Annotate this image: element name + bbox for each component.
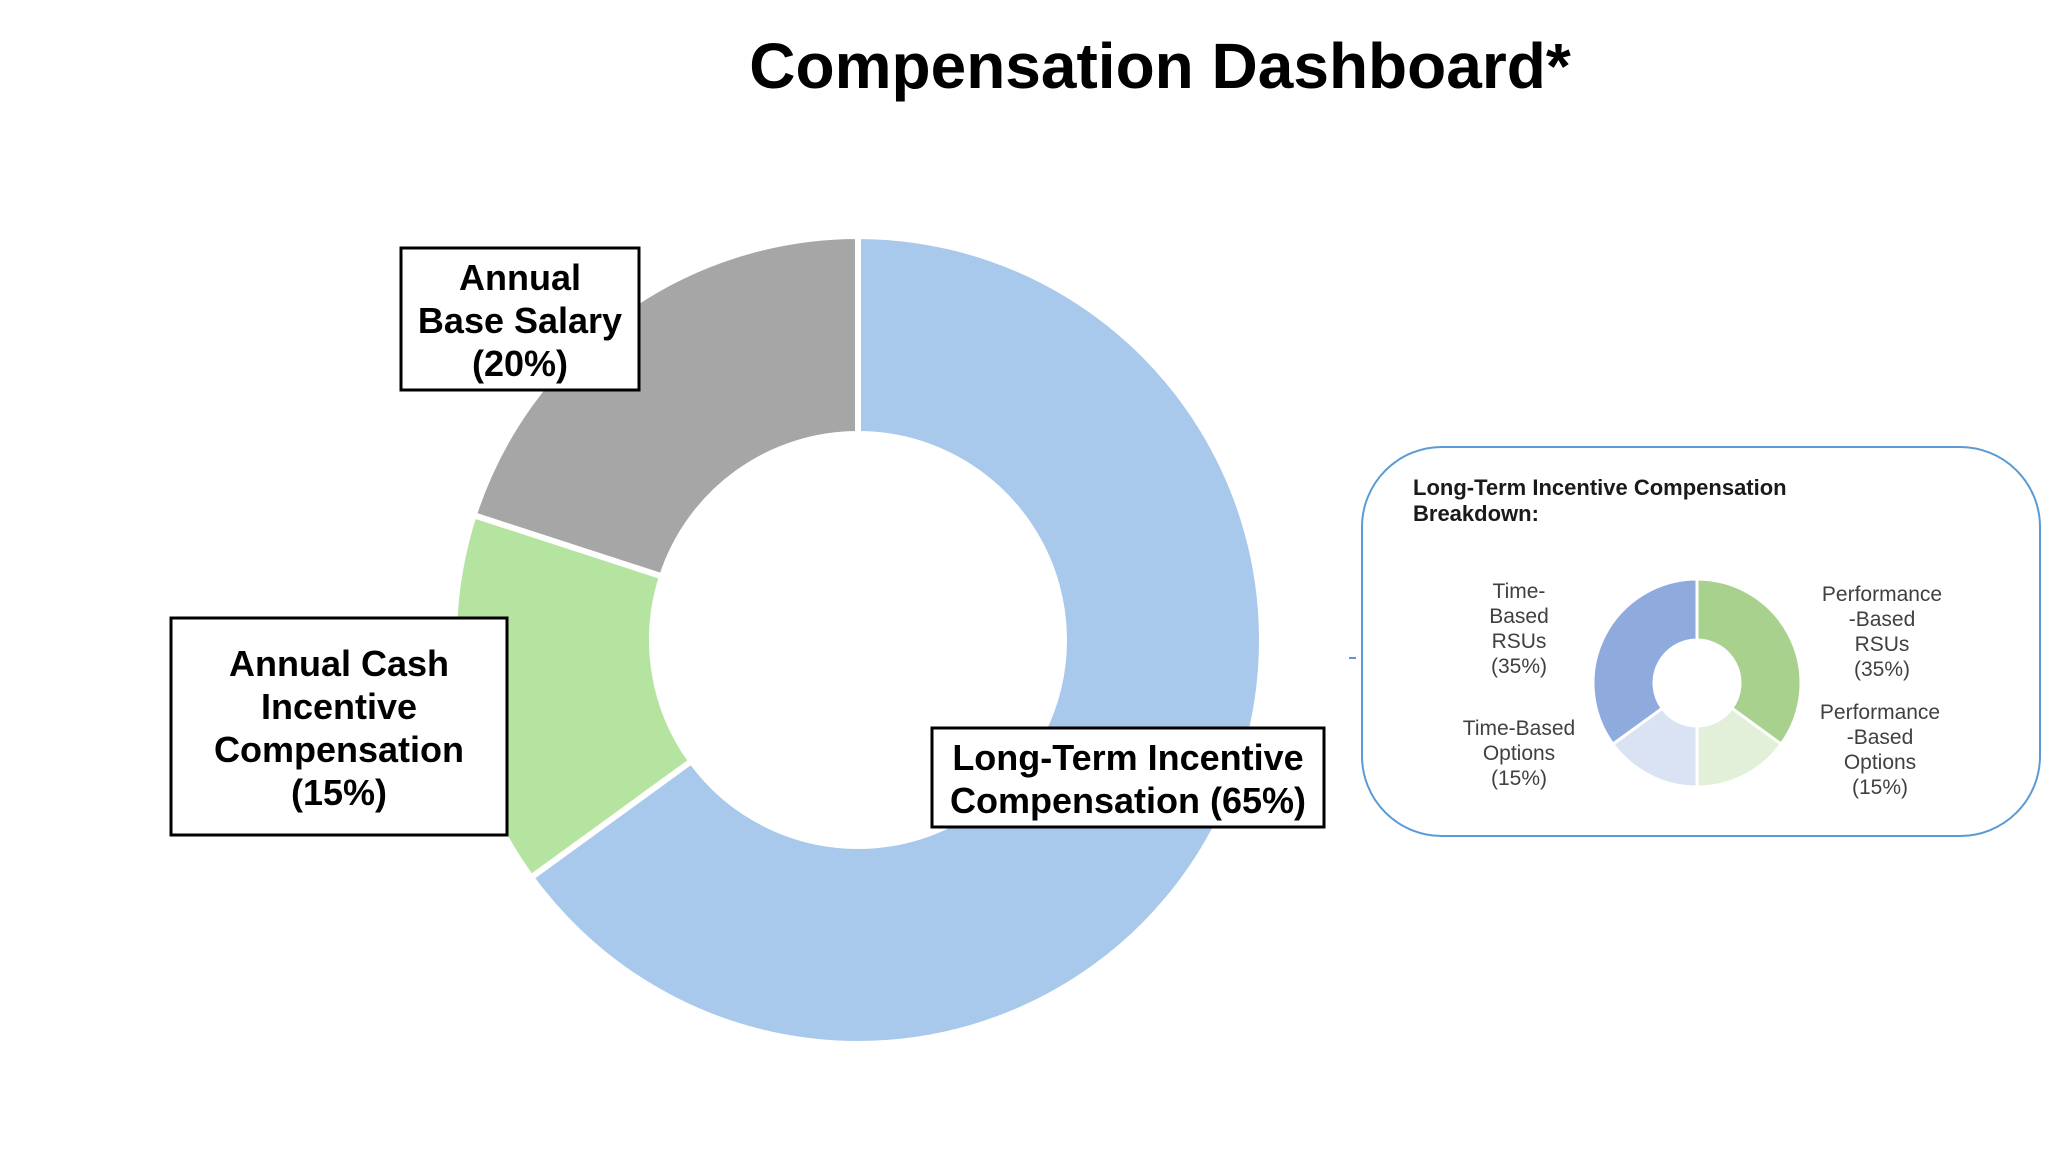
breakdown-slice-label-line: (15%) [1852,776,1908,799]
main-slice-label-line: Base Salary [418,300,622,341]
main-slice-label-line: Incentive [261,686,417,727]
breakdown-slice-label-line: Performance [1820,701,1940,724]
main-slice-label: Annual Base Salary (20%) [418,257,622,384]
main-slice-label: Long-Term Incentive Compensation (65%) [950,737,1306,821]
breakdown-slice-label: Time-Based Options (15%) [1463,717,1575,790]
main-label-box [169,616,509,837]
breakdown-slice-label-line: Time-Based [1463,717,1575,740]
main-donut-labels: Long-Term Incentive Compensation (65%) Ann… [169,246,1326,837]
main-slice-label-line: (20%) [472,343,568,384]
breakdown-title: Long-Term Incentive Compensation Breakdow… [1413,475,1787,526]
breakdown-slice-label-line: Time- [1493,580,1546,603]
breakdown-slice-label: Performance -Based Options (15%) [1820,701,1940,799]
breakdown-slice-label-line: (35%) [1854,658,1910,681]
breakdown-slice-label-line: (35%) [1491,655,1547,678]
breakdown-slice-label-line: Performance [1822,583,1942,606]
breakdown-slice-label-line: Based [1489,605,1549,628]
breakdown-slice-label-line: (15%) [1491,767,1547,790]
breakdown-slice-label-line: RSUs [1492,630,1547,653]
breakdown-slice-label: Time-Based RSUs (35%) [1489,580,1549,678]
breakdown-slice-label-line: -Based [1849,608,1916,631]
main-slice-label-line: Compensation [214,729,464,770]
main-slice-label: Annual Cash Incentive Compensation (15%) [214,643,464,813]
main-label-box [399,246,641,392]
breakdown-title-line: Long-Term Incentive Compensation [1413,475,1787,500]
breakdown-donut-labels: Performance -Based RSUs (35%)Performance -Ba… [1463,580,1942,799]
main-slice-label-line: Long-Term Incentive [952,737,1303,778]
breakdown-slice-label-line: -Based [1847,726,1914,749]
breakdown-slice-label: Performance -Based RSUs (35%) [1822,583,1942,681]
main-label-box [930,726,1326,829]
main-slice-label-line: Annual [459,257,581,298]
main-slice-label-line: Annual Cash [229,643,449,684]
breakdown-slice-label-line: Options [1844,751,1916,774]
main-donut [451,232,1265,1047]
breakdown-slice-performance-based-rsus [1695,577,1803,747]
main-slice-label-line: (15%) [291,772,387,813]
chart-title: Compensation Dashboard* [749,30,1571,102]
main-slice-label-line: Compensation (65%) [950,780,1306,821]
breakdown-slice-label-line: RSUs [1855,633,1910,656]
breakdown-donut [1591,577,1803,789]
breakdown-title-line: Breakdown: [1413,501,1539,526]
main-slice-long-term-incentive-compensation [526,232,1265,1047]
breakdown-slice-time-based-rsus [1591,577,1699,747]
breakdown-slice-label-line: Options [1483,742,1555,765]
